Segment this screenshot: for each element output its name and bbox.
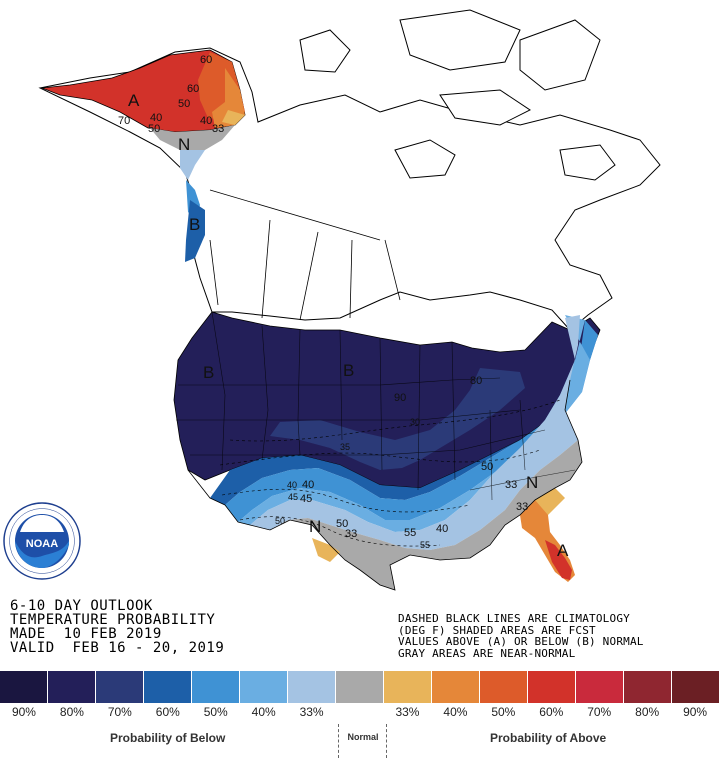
alaska-normal-letter: N [178,135,190,154]
noaa-logo: NOAA [3,502,81,580]
contour-label: 70 [118,115,130,127]
legend-swatch-below-33 [288,671,336,703]
texas-normal-letter: N [309,517,321,536]
legend-tick-label: 60% [539,705,564,719]
legend-tick-label: 80% [635,705,660,719]
climatology-lines [219,399,561,547]
contour-label: 40 [302,479,314,491]
contour-label: 55 [404,527,416,539]
plains-below-letter: B [343,361,354,380]
climatology-label: 50 [275,516,285,526]
climatology-label: 35 [340,442,350,452]
legend-tick-label: 40% [443,705,468,719]
contour-label: 50 [481,461,493,473]
panhandle-below-letter: B [189,215,200,234]
map-notes: DASHED BLACK LINES ARE CLIMATOLOGY (DEG … [398,613,644,659]
legend-above-label: Probability of Above [490,731,607,745]
contour-label: 60 [187,83,199,95]
legend-swatch-above-70 [576,671,624,703]
legend-swatch-below-40 [240,671,288,703]
contour-label: 60 [200,54,212,66]
region-letters: A N B B B N N A [128,91,569,560]
normal-right-divider [386,724,387,758]
notes-line-4: GRAY AREAS ARE NEAR-NORMAL [398,646,576,660]
legend-swatch-above-33 [384,671,432,703]
legend-tick-label [336,705,384,721]
legend-tick-label: 80% [59,705,84,719]
contour-label: 33 [505,479,517,491]
title-line-4: VALID FEB 16 - 20, 2019 [10,640,225,656]
outlook-title: 6-10 DAY OUTLOOK TEMPERATURE PROBABILITY… [10,599,224,655]
title-line-1: 6-10 DAY OUTLOOK [10,598,153,614]
title-line-2: TEMPERATURE PROBABILITY [10,612,216,628]
title-line-3: MADE 10 FEB 2019 [10,626,162,642]
climatology-label: 45 [288,492,298,502]
legend-below-label: Probability of Below [110,731,226,745]
legend-tick-label: 50% [491,705,516,719]
carolina-normal-letter: N [526,473,538,492]
contour-label: 40 [150,112,162,124]
legend-tick-label: 60% [155,705,180,719]
florida-above-letter: A [557,541,569,560]
legend-swatch-below-60 [144,671,192,703]
canada-province-lines [209,189,401,321]
legend-swatch-above-40 [432,671,480,703]
legend-normal-label: Normal [347,732,379,742]
legend-swatch-below-50 [192,671,240,703]
legend-tick-label: 33% [395,705,420,719]
legend-tick-label: 70% [107,705,132,719]
climatology-label: 55 [420,540,430,550]
legend-tick-labels: 90% 80% 70% 60% 50% 40% 33% 33% 40% 50% 60% 70% 80% 9… [0,705,719,721]
legend-swatch-below-80 [48,671,96,703]
alaska-forecast-shading [41,49,246,262]
legend-swatch-above-90 [672,671,719,703]
notes-line-3: VALUES ABOVE (A) OR BELOW (B) NORMAL [398,635,644,648]
legend-swatch-above-60 [528,671,576,703]
contour-label: 50 [178,98,190,110]
legend-tick-label: 90% [11,705,36,719]
legend-swatch-above-80 [624,671,672,703]
outlook-map: A N B B B N N A 60 60 50 40 33 40 50 70 … [3,9,661,591]
legend-tick-label: 70% [587,705,612,719]
climatology-label: 30 [410,417,420,427]
contour-label: 50 [336,518,348,530]
climatology-labels: 30 35 40 45 50 55 [275,417,430,550]
notes-line-1: DASHED BLACK LINES ARE CLIMATOLOGY [398,612,630,625]
legend-swatch-below-70 [96,671,144,703]
climatology-label: 40 [287,480,297,490]
legend-swatch-below-90 [0,671,48,703]
legend-tick-label: 50% [203,705,228,719]
west-below-letter: B [203,363,214,382]
legend-tick-label: 40% [251,705,276,719]
legend-swatch-above-50 [480,671,528,703]
legend-tick-label: 33% [299,705,324,719]
contour-label: 33 [345,528,357,540]
alaska-above-letter: A [128,91,140,110]
notes-line-2: (DEG F) SHADED AREAS ARE FCST [398,623,596,637]
contour-label: 33 [212,123,224,135]
noaa-logo-text: NOAA [26,538,58,550]
contour-label: 50 [148,123,160,135]
contour-label: 33 [516,501,528,513]
us-state-lines [176,311,576,501]
us-forecast-shading [173,311,601,591]
contour-label: 40 [436,523,448,535]
contour-label: 40 [200,115,212,127]
contour-label: 90 [394,392,406,404]
normal-left-divider [338,724,339,758]
contour-labels: 60 60 50 40 33 40 50 70 80 90 50 33 33 4… [118,54,528,540]
contour-label: 80 [470,375,482,387]
legend-color-bar [0,671,719,703]
legend-swatch-normal [336,671,384,703]
land-outlines [38,9,661,331]
contour-label: 45 [300,493,312,505]
legend-tick-label: 90% [683,705,708,719]
